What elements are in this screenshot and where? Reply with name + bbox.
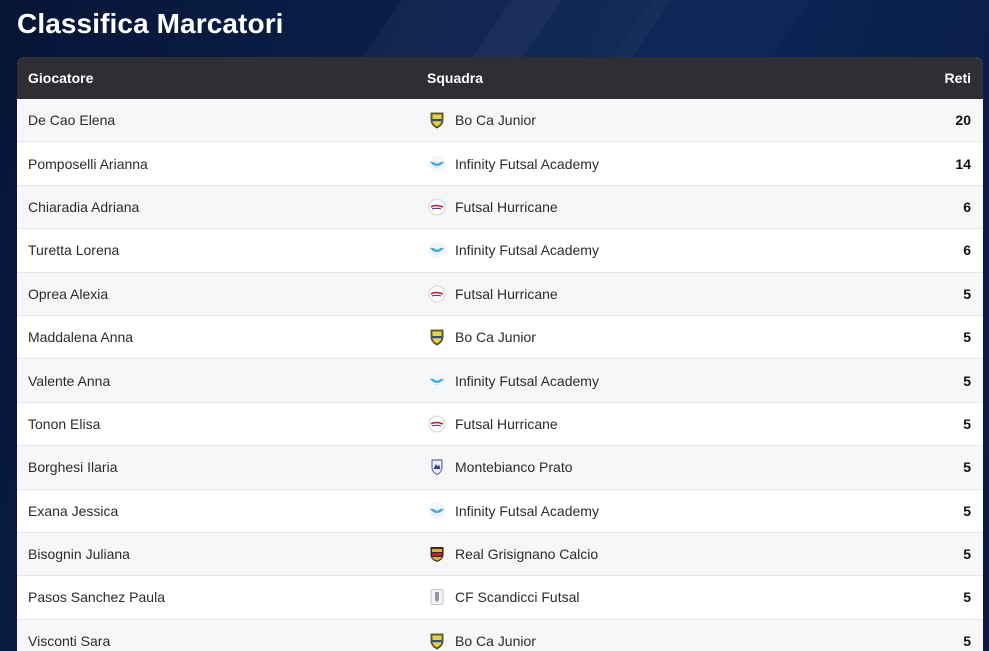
hurricane-circle-icon [428,285,446,303]
team-name[interactable]: Infinity Futsal Academy [455,242,599,259]
player-name[interactable]: Exana Jessica [28,502,119,519]
team-name[interactable]: Infinity Futsal Academy [455,372,599,389]
header-player[interactable]: Giocatore [28,70,94,86]
goals-count: 5 [963,546,971,563]
table-row[interactable]: Oprea Alexia Futsal Hurricane 5 [17,272,983,316]
team-cell[interactable]: Bo Ca Junior [427,111,867,129]
montebianco-crest-icon [428,458,446,476]
player-name[interactable]: Bisognin Juliana [28,546,130,563]
goals-count: 5 [963,459,971,476]
team-name[interactable]: Infinity Futsal Academy [455,155,599,172]
team-name[interactable]: Bo Ca Junior [455,632,536,649]
player-name[interactable]: Visconti Sara [28,632,111,649]
player-name[interactable]: Oprea Alexia [28,285,109,302]
team-cell[interactable]: Bo Ca Junior [427,632,867,650]
table-row[interactable]: Turetta Lorena Infinity Futsal Academy 6 [17,229,983,273]
table-header: Giocatore Squadra Reti [17,57,983,99]
table-row[interactable]: Chiaradia Adriana Futsal Hurricane 6 [17,185,983,230]
grisignano-shield-icon [428,545,446,563]
player-name[interactable]: Valente Anna [28,372,111,389]
team-cell[interactable]: Infinity Futsal Academy [427,155,867,173]
team-cell[interactable]: Montebianco Prato [427,458,867,476]
infinity-wings-icon [428,372,446,390]
player-name[interactable]: Pasos Sanchez Paula [28,589,165,606]
goals-count: 5 [963,285,971,302]
table-row[interactable]: Bisognin Juliana Real Grisignano Calcio 5 [17,532,983,577]
team-name[interactable]: Bo Ca Junior [455,329,536,346]
goals-count: 5 [963,372,971,389]
table-row[interactable]: Valente Anna Infinity Futsal Academy 5 [17,359,983,403]
hurricane-circle-icon [428,415,446,433]
infinity-wings-icon [428,155,446,173]
scandicci-crest-icon [428,588,446,606]
table-row[interactable]: Pomposelli Arianna Infinity Futsal Acade… [17,142,983,186]
goals-count: 5 [963,632,971,649]
team-name[interactable]: Infinity Futsal Academy [455,502,599,519]
goals-count: 5 [963,415,971,432]
table-row[interactable]: Maddalena Anna Bo Ca Junior 5 [17,315,983,360]
table-body: De Cao Elena Bo Ca Junior 20 Pomposelli Ar… [17,99,983,651]
player-name[interactable]: Maddalena Anna [28,329,134,346]
boca-shield-icon [428,111,446,129]
team-cell[interactable]: Infinity Futsal Academy [427,502,867,520]
page-title: Classifica Marcatori [17,8,284,39]
goals-count: 5 [963,502,971,519]
team-cell[interactable]: Bo Ca Junior [427,328,867,346]
goals-count: 6 [963,242,971,259]
player-name[interactable]: Borghesi Ilaria [28,459,118,476]
player-name[interactable]: Pomposelli Arianna [28,155,148,172]
goals-count: 5 [963,329,971,346]
goals-count: 5 [963,589,971,606]
infinity-wings-icon [428,502,446,520]
table-row[interactable]: Pasos Sanchez Paula CF Scandicci Futsal 5 [17,576,983,620]
team-name[interactable]: CF Scandicci Futsal [455,589,580,606]
team-name[interactable]: Bo Ca Junior [455,112,536,129]
team-cell[interactable]: Futsal Hurricane [427,198,867,216]
team-cell[interactable]: Futsal Hurricane [427,285,867,303]
player-name[interactable]: De Cao Elena [28,112,116,129]
team-cell[interactable]: Infinity Futsal Academy [427,241,867,259]
header-team[interactable]: Squadra [427,70,484,86]
boca-shield-icon [428,328,446,346]
player-name[interactable]: Chiaradia Adriana [28,198,140,215]
table-row[interactable]: Exana Jessica Infinity Futsal Academy 5 [17,489,983,533]
team-name[interactable]: Futsal Hurricane [455,285,558,302]
team-name[interactable]: Futsal Hurricane [455,198,558,215]
team-cell[interactable]: CF Scandicci Futsal [427,588,867,606]
infinity-wings-icon [428,241,446,259]
scorers-table: Giocatore Squadra Reti De Cao Elena Bo C… [17,57,983,651]
table-row[interactable]: De Cao Elena Bo Ca Junior 20 [17,99,983,143]
table-row[interactable]: Tonon Elisa Futsal Hurricane 5 [17,402,983,447]
player-name[interactable]: Turetta Lorena [28,242,120,259]
table-row[interactable]: Visconti Sara Bo Ca Junior 5 [17,619,983,651]
team-cell[interactable]: Futsal Hurricane [427,415,867,433]
team-name[interactable]: Montebianco Prato [455,459,573,476]
goals-count: 20 [955,112,971,129]
goals-count: 14 [955,155,971,172]
team-name[interactable]: Real Grisignano Calcio [455,546,599,563]
hurricane-circle-icon [428,198,446,216]
header-goals[interactable]: Reti [944,70,971,86]
player-name[interactable]: Tonon Elisa [28,415,101,432]
boca-shield-icon [428,632,446,650]
team-name[interactable]: Futsal Hurricane [455,415,558,432]
team-cell[interactable]: Real Grisignano Calcio [427,545,867,563]
table-row[interactable]: Borghesi Ilaria Montebianco Prato 5 [17,446,983,490]
team-cell[interactable]: Infinity Futsal Academy [427,372,867,390]
goals-count: 6 [963,198,971,215]
